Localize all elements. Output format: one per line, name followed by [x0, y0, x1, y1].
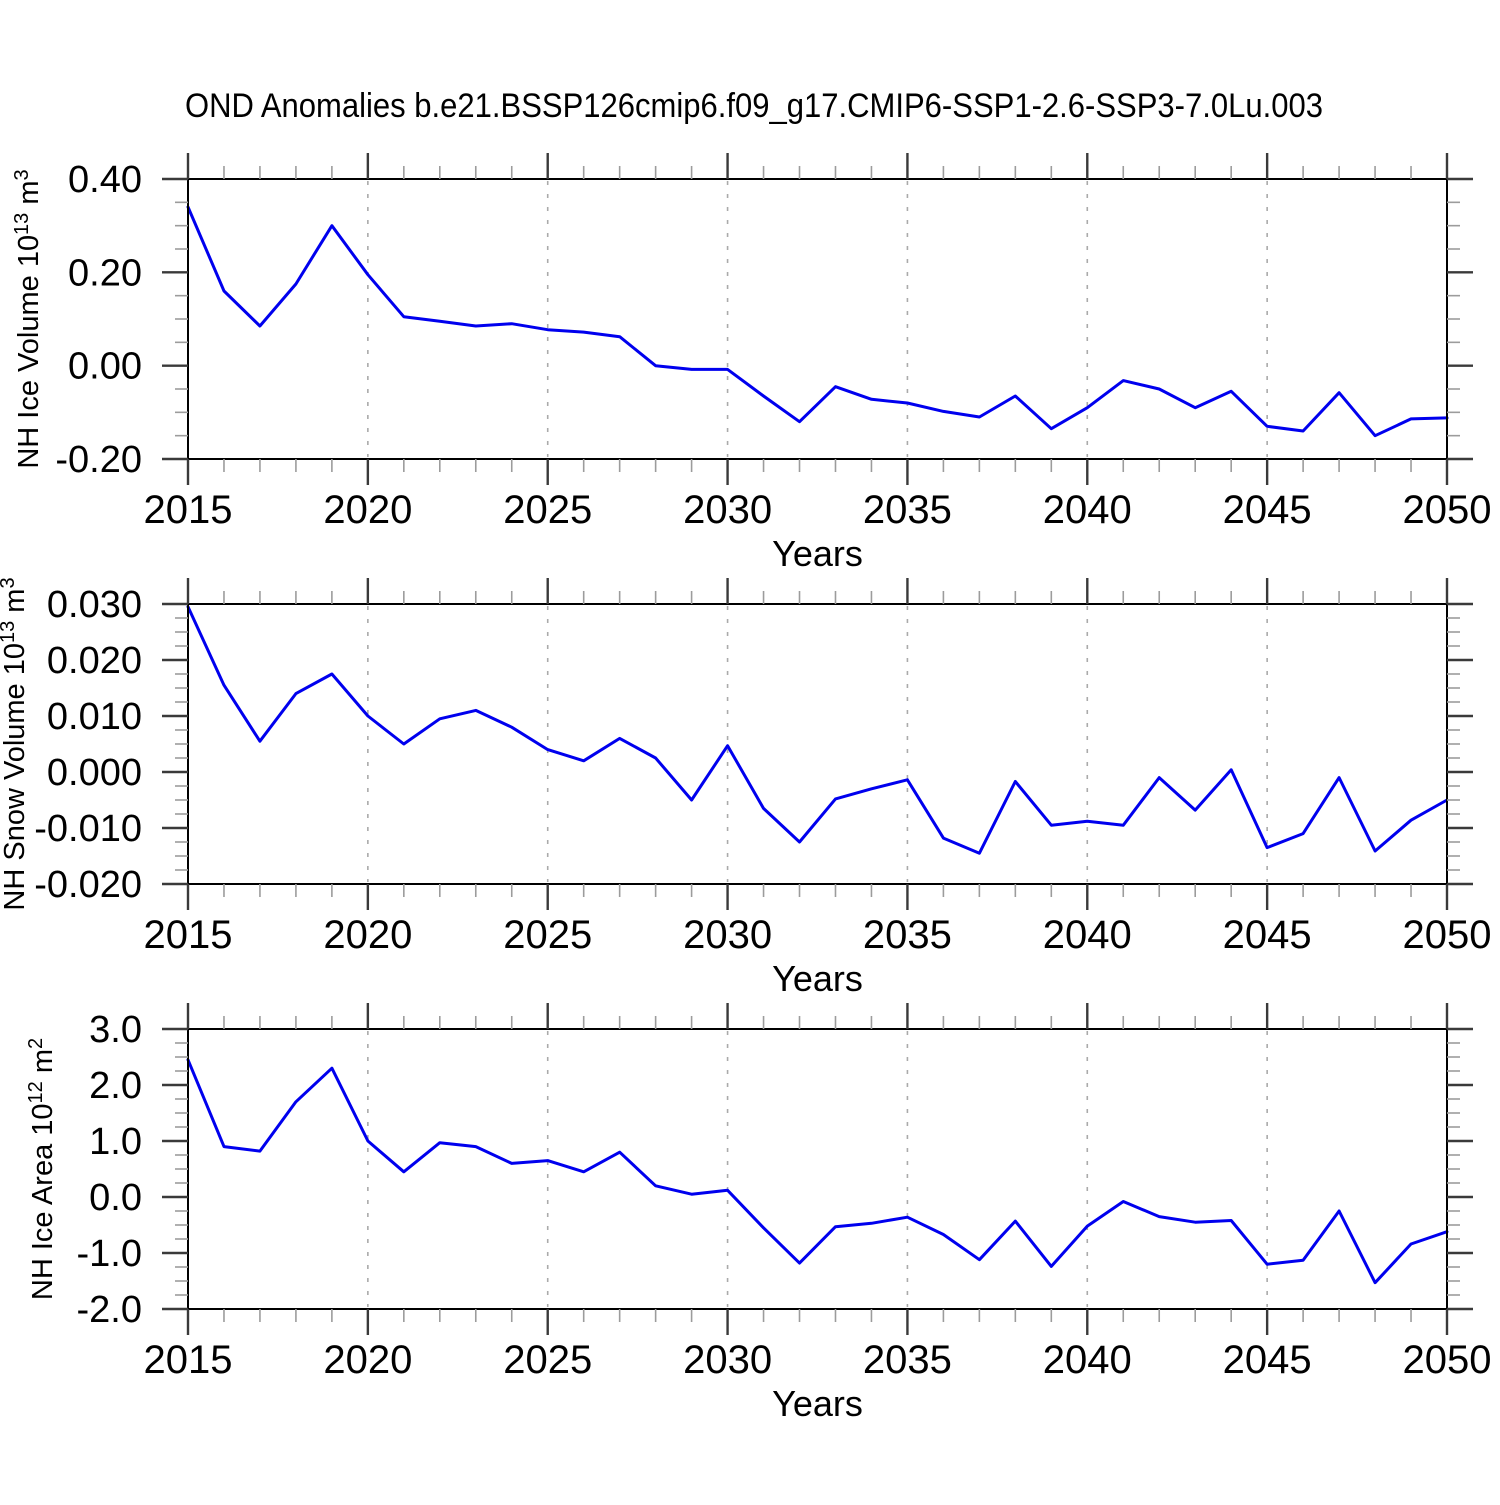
x-tick-label: 2025	[503, 913, 592, 957]
x-tick-label: 2040	[1043, 488, 1132, 532]
y-tick-label: -0.20	[55, 439, 142, 481]
panel-ice-volume: -0.20 0.00 0.20 0.40 2015 2020 2025 2030 2035 204…	[11, 153, 1491, 574]
data-line-snow-volume	[186, 605, 1449, 855]
x-tick-label: 2020	[323, 913, 412, 957]
y-tick-label: 0.000	[47, 752, 142, 794]
y-tick-label: 1.0	[89, 1121, 142, 1163]
x-tick-label: 2050	[1403, 1338, 1492, 1382]
y-axis-title: NH Ice Area 1012 m2	[25, 1038, 59, 1300]
x-axis-title: Years	[772, 533, 863, 574]
x-tick-label: 2025	[503, 1338, 592, 1382]
y-axis-title-text: NH Ice Area 10	[27, 1103, 59, 1300]
chart-title: OND Anomalies b.e21.BSSP126cmip6.f09_g17…	[185, 87, 1323, 125]
y-tick-label: -0.020	[34, 864, 142, 906]
x-axis-title: Years	[772, 1383, 863, 1424]
x-tick-label: 2025	[503, 488, 592, 532]
y-tick-label: 0.010	[47, 696, 142, 738]
y-axis-title-superscript: 3	[11, 169, 33, 180]
x-tick-label: 2030	[683, 1338, 772, 1382]
x-tick-label: 2020	[323, 1338, 412, 1382]
x-tick-label: 2020	[323, 488, 412, 532]
panel-ice-area: -2.0 -1.0 0.0 1.0 2.0 3.0 2015 2020 2025 2030 2035…	[25, 1003, 1491, 1424]
y-tick-label: 0.0	[89, 1177, 142, 1219]
y-axis-title-text: m	[0, 589, 31, 621]
x-tick-label: 2015	[144, 913, 233, 957]
x-axis-title: Years	[772, 958, 863, 999]
y-axis-title-superscript: 12	[25, 1081, 47, 1103]
panel-snow-volume: -0.020 -0.010 0.000 0.010 0.020 0.030 2015 2020…	[0, 577, 1491, 999]
y-tick-label: 0.20	[68, 252, 142, 294]
plot-frame	[187, 603, 1448, 885]
y-axis-title-text: NH Snow Volume 10	[0, 643, 31, 911]
plot-frame	[187, 1028, 1448, 1310]
x-tick-label: 2030	[683, 913, 772, 957]
y-axis-title-text: m	[13, 180, 45, 212]
x-tick-label: 2035	[863, 1338, 952, 1382]
x-tick-label: 2050	[1403, 488, 1492, 532]
y-axis-title-text: NH Ice Volume 10	[13, 235, 45, 469]
y-tick-label: 3.0	[89, 1009, 142, 1051]
y-tick-label: 0.40	[68, 159, 142, 201]
x-tick-label: 2015	[144, 488, 233, 532]
y-axis-title-superscript: 2	[25, 1038, 47, 1049]
y-axis-title-superscript: 13	[0, 621, 19, 643]
y-tick-label: -0.010	[34, 808, 142, 850]
y-tick-label: -2.0	[77, 1289, 142, 1331]
y-tick-label: 0.00	[68, 346, 142, 388]
y-axis-title-text: m	[27, 1049, 59, 1081]
x-tick-label: 2045	[1223, 913, 1312, 957]
data-line-ice-area	[186, 1058, 1449, 1285]
x-tick-label: 2040	[1043, 1338, 1132, 1382]
x-tick-label: 2035	[863, 488, 952, 532]
y-tick-label: 0.030	[47, 584, 142, 626]
x-tick-label: 2050	[1403, 913, 1492, 957]
x-tick-label: 2015	[144, 1338, 233, 1382]
y-axis-title: NH Snow Volume 1013 m3	[0, 577, 31, 910]
y-tick-label: -1.0	[77, 1233, 142, 1275]
y-tick-label: 0.020	[47, 640, 142, 682]
x-tick-label: 2045	[1223, 1338, 1312, 1382]
y-axis-title-superscript: 13	[11, 213, 33, 235]
y-tick-label: 2.0	[89, 1065, 142, 1107]
y-axis-title-superscript: 3	[0, 577, 19, 588]
panels-group: -0.20 0.00 0.20 0.40 2015 2020 2025 2030 2035 204…	[0, 153, 1491, 1424]
x-tick-label: 2035	[863, 913, 952, 957]
data-line-ice-volume	[186, 205, 1449, 438]
y-axis-title: NH Ice Volume 1013 m3	[11, 169, 45, 468]
x-tick-label: 2040	[1043, 913, 1132, 957]
x-tick-label: 2045	[1223, 488, 1312, 532]
x-tick-label: 2030	[683, 488, 772, 532]
